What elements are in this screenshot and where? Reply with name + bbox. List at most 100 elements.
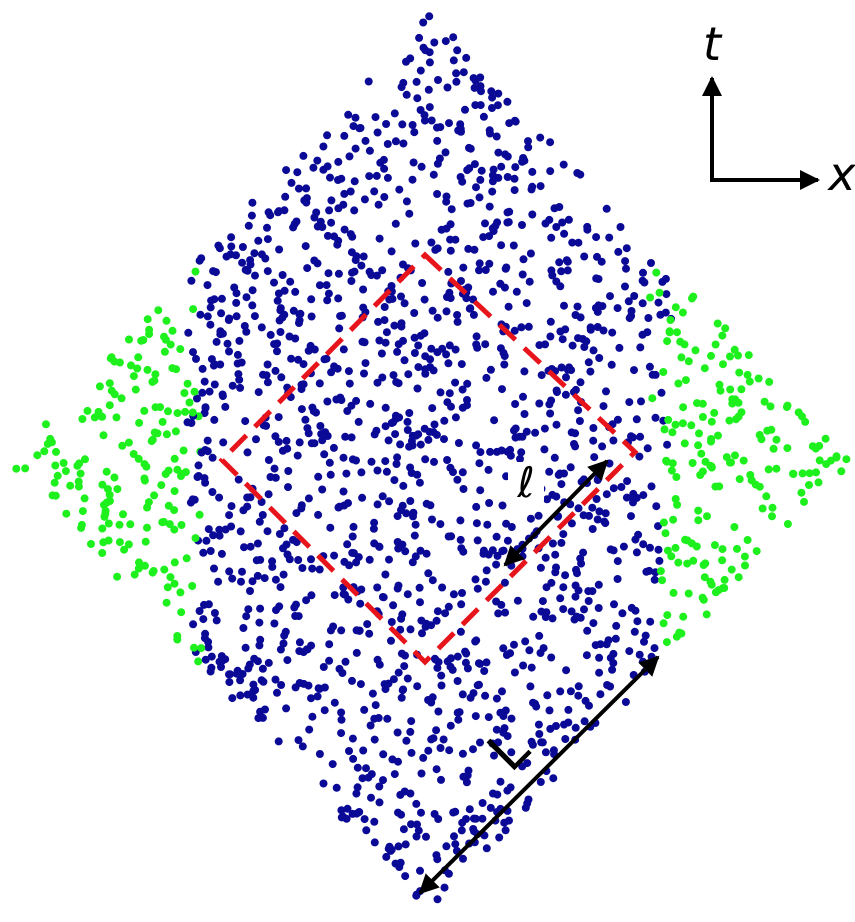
blue-point bbox=[294, 355, 303, 364]
blue-point bbox=[483, 520, 492, 529]
blue-point bbox=[308, 564, 317, 573]
green-point bbox=[842, 455, 851, 464]
blue-point bbox=[348, 455, 357, 464]
blue-point bbox=[209, 361, 218, 370]
blue-point bbox=[348, 548, 357, 557]
blue-point bbox=[295, 638, 304, 647]
blue-point bbox=[377, 349, 386, 358]
green-point bbox=[159, 517, 168, 526]
blue-point bbox=[433, 190, 442, 198]
blue-point bbox=[511, 433, 520, 442]
blue-point bbox=[609, 649, 618, 658]
green-point bbox=[762, 492, 771, 501]
green-point bbox=[703, 512, 711, 521]
green-point bbox=[131, 385, 140, 394]
blue-point bbox=[212, 616, 221, 625]
green-point bbox=[679, 612, 688, 621]
blue-point bbox=[266, 211, 275, 220]
blue-point bbox=[365, 267, 374, 276]
blue-point bbox=[506, 451, 515, 460]
blue-point bbox=[425, 58, 434, 67]
blue-point bbox=[453, 317, 462, 326]
blue-point bbox=[553, 388, 561, 397]
blue-point bbox=[525, 277, 534, 286]
blue-point bbox=[551, 550, 560, 559]
green-point bbox=[814, 478, 823, 487]
green-point bbox=[140, 406, 149, 415]
blue-point bbox=[208, 453, 217, 462]
blue-point bbox=[358, 774, 367, 783]
blue-point bbox=[390, 321, 399, 330]
blue-point bbox=[535, 399, 544, 408]
green-point bbox=[730, 523, 739, 531]
green-point bbox=[170, 487, 179, 496]
blue-point bbox=[568, 238, 577, 247]
blue-point bbox=[437, 775, 445, 784]
blue-point bbox=[479, 112, 488, 121]
blue-point bbox=[385, 497, 394, 506]
blue-point bbox=[623, 477, 632, 486]
green-point bbox=[105, 379, 114, 388]
blue-point bbox=[663, 440, 672, 449]
green-point bbox=[661, 529, 670, 538]
blue-point bbox=[414, 363, 423, 372]
blue-point bbox=[559, 530, 568, 539]
blue-point bbox=[497, 600, 506, 609]
green-point bbox=[105, 401, 114, 410]
blue-point bbox=[216, 330, 225, 339]
green-point bbox=[129, 450, 138, 458]
green-point bbox=[693, 399, 701, 408]
green-point bbox=[181, 407, 190, 416]
blue-point bbox=[441, 37, 450, 46]
blue-point bbox=[456, 125, 465, 133]
blue-point bbox=[198, 364, 207, 373]
blue-point bbox=[238, 243, 247, 251]
green-point bbox=[51, 491, 60, 500]
blue-point bbox=[598, 302, 607, 311]
blue-point bbox=[457, 544, 466, 553]
blue-point bbox=[417, 162, 426, 171]
blue-point bbox=[499, 644, 508, 653]
blue-point bbox=[500, 818, 509, 827]
blue-point bbox=[441, 148, 450, 157]
green-point bbox=[691, 346, 700, 355]
blue-point bbox=[407, 437, 416, 446]
green-point bbox=[197, 644, 206, 653]
blue-point bbox=[242, 293, 251, 302]
green-point bbox=[149, 567, 158, 575]
green-point bbox=[135, 558, 143, 567]
green-point bbox=[731, 451, 739, 460]
blue-point bbox=[343, 407, 352, 415]
blue-point bbox=[621, 698, 630, 706]
green-point bbox=[694, 516, 703, 525]
blue-point bbox=[595, 507, 604, 516]
green-point bbox=[134, 454, 143, 463]
blue-point bbox=[503, 536, 512, 545]
blue-point bbox=[278, 313, 287, 322]
blue-point bbox=[449, 590, 458, 599]
blue-point bbox=[255, 641, 264, 650]
blue-point bbox=[534, 720, 543, 729]
green-point bbox=[783, 520, 792, 528]
blue-point bbox=[387, 618, 396, 626]
blue-point bbox=[380, 164, 389, 173]
green-point bbox=[126, 520, 135, 529]
blue-point bbox=[379, 776, 387, 785]
blue-point bbox=[552, 223, 561, 231]
blue-point bbox=[614, 247, 623, 256]
blue-point bbox=[410, 309, 419, 317]
blue-point bbox=[264, 456, 273, 464]
blue-point bbox=[279, 639, 288, 648]
blue-point bbox=[561, 325, 570, 334]
blue-point bbox=[224, 316, 233, 324]
blue-point bbox=[507, 523, 516, 531]
blue-point bbox=[482, 566, 491, 575]
blue-point bbox=[382, 467, 391, 476]
green-point bbox=[180, 389, 189, 397]
blue-point bbox=[513, 596, 522, 605]
blue-point bbox=[206, 303, 215, 312]
blue-point bbox=[334, 503, 343, 512]
blue-point bbox=[449, 468, 457, 477]
blue-point bbox=[427, 116, 436, 125]
green-point bbox=[98, 549, 107, 557]
